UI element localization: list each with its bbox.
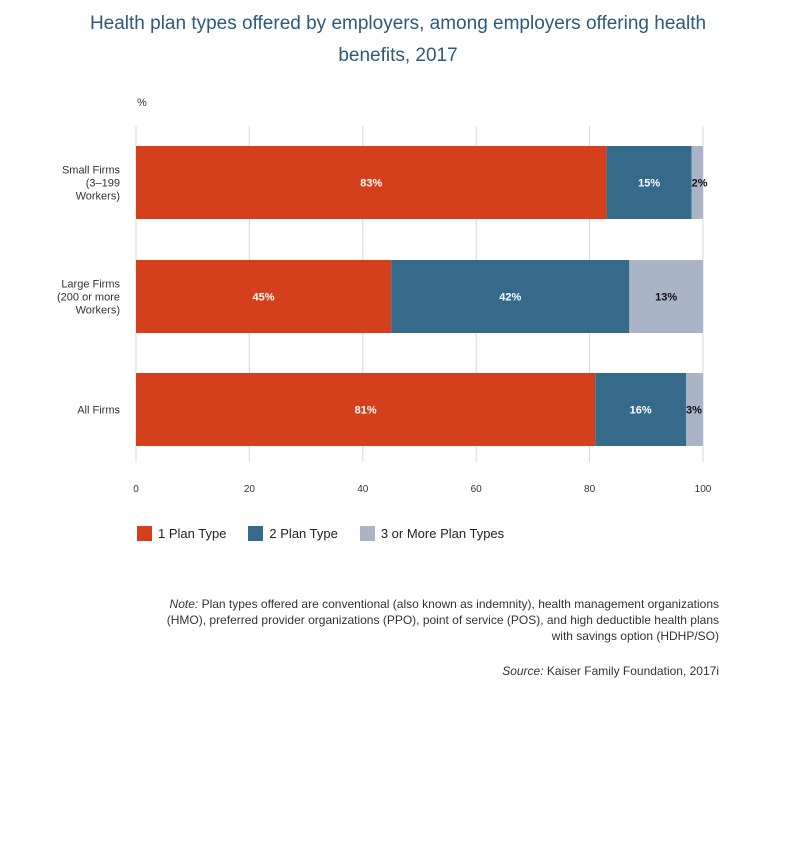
category-label: All Firms xyxy=(77,405,120,417)
chart-note: Note: Plan types offered are conventiona… xyxy=(159,596,719,644)
data-label: 45% xyxy=(253,292,275,304)
category-label: Workers) xyxy=(76,191,120,203)
x-tick-label: 20 xyxy=(244,484,256,495)
bar-segment xyxy=(629,260,703,333)
legend-swatch xyxy=(359,526,375,541)
legend-swatch xyxy=(137,526,152,541)
category-label: Large Firms xyxy=(61,279,120,291)
legend-item: 2 Plan Type xyxy=(248,526,338,541)
data-label: 81% xyxy=(355,405,377,417)
data-label: 16% xyxy=(630,405,652,417)
bar-segment xyxy=(136,260,392,333)
data-label: 42% xyxy=(499,292,521,304)
legend-label: 1 Plan Type xyxy=(158,526,227,541)
source-text: Kaiser Family Foundation, 2017i xyxy=(543,664,719,678)
bar-segment xyxy=(691,146,703,219)
category-label: (3–199 xyxy=(86,178,120,190)
bar-segment xyxy=(606,146,692,219)
category-label: Small Firms xyxy=(62,165,121,177)
data-label: 3% xyxy=(686,405,702,417)
x-tick-label: 40 xyxy=(357,484,369,495)
x-tick-label: 100 xyxy=(695,484,712,495)
x-tick-label: 0 xyxy=(133,484,139,495)
bar-segment xyxy=(595,373,686,446)
x-tick-label: 80 xyxy=(584,484,596,495)
chart-title: Health plan types offered by employers, … xyxy=(89,13,707,66)
x-tick-label: 60 xyxy=(471,484,483,495)
source-label: Source: xyxy=(502,664,544,678)
data-label: 15% xyxy=(638,178,660,190)
legend-item: 1 Plan Type xyxy=(137,526,226,541)
chart-source: Source: Kaiser Family Foundation, 2017i xyxy=(502,664,719,678)
legend-label: 2 Plan Type xyxy=(269,526,338,541)
data-label: 13% xyxy=(655,292,677,304)
legend-item: 3 or More Plan Types xyxy=(359,526,505,541)
category-label: (200 or more xyxy=(57,292,120,304)
bar-segment xyxy=(136,146,607,219)
legend-swatch xyxy=(248,526,264,541)
bar-segment xyxy=(136,373,596,446)
legend-label: 3 or More Plan Types xyxy=(380,526,505,541)
bar-segment xyxy=(391,260,630,333)
note-text: Plan types offered are conventional (als… xyxy=(166,597,719,643)
axis-unit-label: % xyxy=(137,97,147,109)
legend: 1 Plan Type 2 Plan Type 3 or More Plan Typ… xyxy=(137,526,526,541)
category-label: Workers) xyxy=(76,305,120,317)
bar-segment xyxy=(685,373,703,446)
note-label: Note: xyxy=(169,597,199,611)
data-label: 83% xyxy=(360,178,382,190)
data-label: 2% xyxy=(692,178,708,190)
